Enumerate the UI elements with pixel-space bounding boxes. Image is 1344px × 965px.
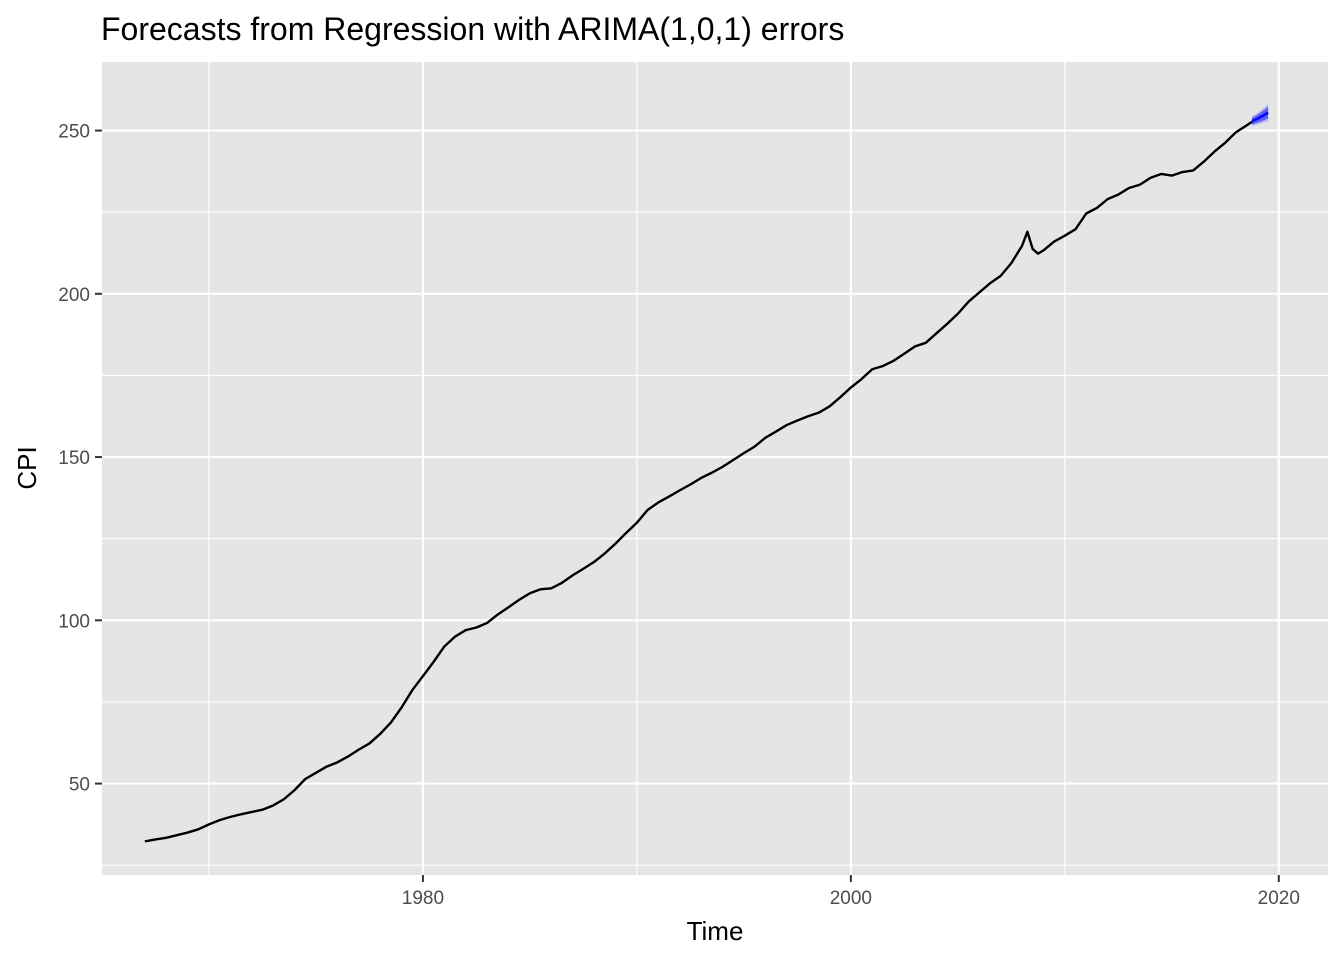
chart-title: Forecasts from Regression with ARIMA(1,0…: [101, 11, 844, 47]
y-tick-label: 250: [58, 122, 90, 143]
series-layer: [144, 111, 1269, 843]
axis-ticks: [95, 129, 1280, 882]
y-tick-label: 200: [58, 285, 90, 306]
y-axis-title: CPI: [12, 446, 42, 489]
x-tick-label: 1980: [402, 888, 444, 909]
y-tick-label: 150: [58, 448, 90, 469]
x-axis-title: Time: [687, 916, 744, 946]
cpi-series-line: [144, 120, 1253, 843]
x-tick-label: 2020: [1258, 888, 1300, 909]
forecast-mean-line: [1251, 111, 1269, 123]
minor-gridlines: [102, 62, 1328, 875]
x-tick-label: 2000: [830, 888, 872, 909]
plot-panel: [102, 62, 1328, 875]
y-tick-label: 100: [58, 611, 90, 632]
axis-tick-labels: 1980 2000 2020 50 100 150 200 250: [58, 122, 1300, 909]
y-tick-label: 50: [69, 775, 90, 796]
major-gridlines: [102, 62, 1328, 875]
